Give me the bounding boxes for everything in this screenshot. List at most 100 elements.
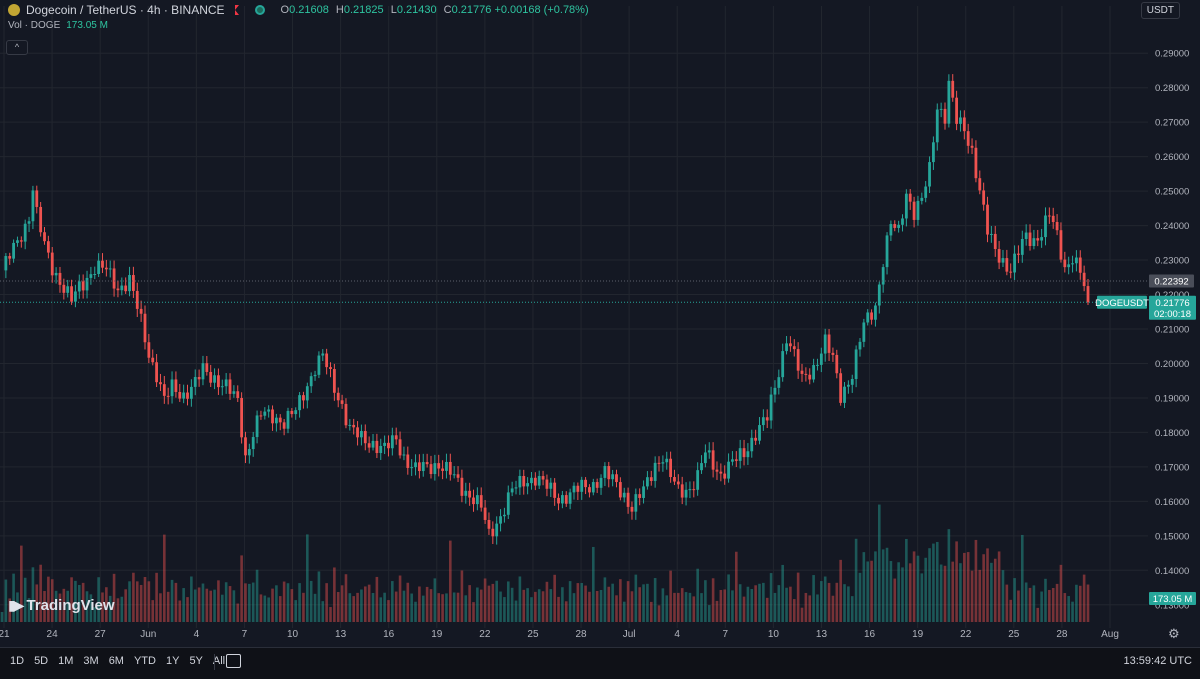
timeframe-ytd[interactable]: YTD [133,655,156,667]
timeframe-1m[interactable]: 1M [58,655,74,667]
volume-bar [8,598,12,622]
volume-bar [271,588,274,622]
volume-bar [603,577,607,622]
candle [302,391,305,409]
candle-body [143,313,147,343]
collapse-legend-button[interactable]: ^ [6,40,28,55]
candle-body [607,466,611,480]
volume-value: 173.05 M [66,20,108,31]
candle [267,405,271,418]
timeframe-5y[interactable]: 5Y [189,655,203,667]
candle-body [920,197,924,201]
volume-bar [240,555,243,622]
candle-body [734,459,738,461]
candle [120,277,124,296]
candle-body [417,462,421,472]
candle [93,266,97,280]
volume-bar [468,585,471,622]
candle-body [510,488,514,493]
candle [707,442,711,459]
timeframe-3m[interactable]: 3M [83,655,99,667]
price-tick-label: 0.24000 [1155,221,1189,232]
volume-bar [622,601,626,622]
time-tick-label: 7 [723,629,729,640]
volume-bar [974,539,978,622]
candle [1047,207,1051,224]
volume-bar [336,592,340,622]
timeframe-5d[interactable]: 5D [34,655,49,667]
symbol-tag-box [1097,295,1147,309]
timeframe-6m[interactable]: 6M [108,655,124,667]
volume-bar [275,585,278,622]
symbol-title[interactable]: Dogecoin / TetherUS · 4h · BINANCE [26,3,225,17]
volume-bar [139,584,143,622]
candle-body [935,109,939,143]
candle [901,214,904,232]
volume-bar [955,541,958,622]
volume-label[interactable]: Vol · DOGE [8,20,61,31]
volume-bar [576,583,580,622]
candle-body [673,477,676,482]
candle-body [1078,257,1082,273]
candle [236,385,240,403]
candle [379,438,383,460]
candle-body [622,492,626,498]
volume-bar [421,595,425,622]
price-tick-label: 0.17000 [1155,462,1189,473]
flag-icon[interactable] [234,5,239,15]
candle-body [232,391,236,394]
utc-clock[interactable]: 13:59:42 UTC [1123,655,1192,667]
timeframe-1y[interactable]: 1Y [165,655,180,667]
market-status-icon[interactable] [254,5,265,15]
candle [904,189,908,227]
volume-bar [1086,584,1090,622]
candle-body [325,353,329,368]
price-tick-label: 0.21000 [1155,325,1189,336]
candle-body [1013,253,1016,273]
volume-bar [642,584,645,622]
currency-button[interactable]: USDT [1140,2,1180,19]
volume-bar [93,607,97,622]
calendar-icon[interactable] [226,654,241,668]
candle [777,369,781,395]
candle-body [827,334,831,353]
candle [205,356,209,376]
volume-bar [885,547,889,622]
candle [1040,228,1044,248]
candle-body [475,495,479,505]
volume-bar [1013,578,1016,622]
volume-bar [669,570,672,622]
volume-bar [1059,564,1063,622]
candle [1005,249,1009,276]
candle-body [356,427,359,438]
candle [499,509,502,532]
volume-bar [580,583,584,622]
timeframe-1d[interactable]: 1D [10,655,25,667]
candle-body [367,443,371,448]
volume-bar [545,581,549,622]
candle [46,235,50,259]
candle-body [93,274,97,276]
timeframe-all[interactable]: All [212,655,226,667]
candle [877,281,881,314]
candle [132,266,135,298]
candle [843,381,846,409]
candle [816,358,819,371]
gear-icon[interactable]: ⚙ [1168,626,1180,641]
candle [819,347,823,373]
price-chart[interactable]: 0.13000 0.14000 0.15000 0.16000 0.17000 0.180… [0,0,1200,647]
volume-bar [986,548,989,622]
candle-body [178,391,182,399]
volume-bar [881,549,885,622]
volume-bar [611,583,614,622]
candle [247,443,251,464]
candle-body [866,312,870,323]
volume-bar [537,589,541,622]
volume-bar [190,576,193,622]
candle [97,253,101,278]
candle [970,138,974,155]
volume-bar [452,592,456,622]
volume-tag-text: 173.05 M [1153,594,1193,605]
previous-level-tag-box [1149,274,1194,288]
volume-bar [854,538,858,622]
